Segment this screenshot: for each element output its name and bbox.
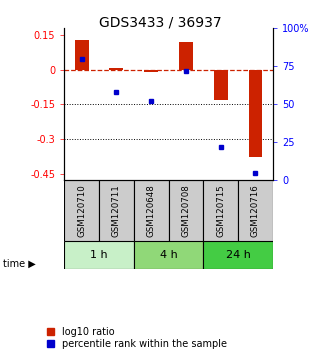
Text: GSM120715: GSM120715	[216, 184, 225, 237]
Text: 1 h: 1 h	[90, 250, 108, 260]
Bar	[248, 70, 262, 158]
Text: GDS3433 / 36937: GDS3433 / 36937	[99, 16, 222, 30]
Bar	[203, 241, 273, 269]
Bar	[169, 181, 203, 241]
Bar	[214, 70, 228, 100]
Text: GSM120710: GSM120710	[77, 184, 86, 237]
Text: 24 h: 24 h	[226, 250, 250, 260]
Text: time ▶: time ▶	[3, 259, 36, 269]
Bar	[64, 241, 134, 269]
Bar	[238, 181, 273, 241]
Bar	[203, 181, 238, 241]
Legend: log10 ratio, percentile rank within the sample: log10 ratio, percentile rank within the …	[47, 327, 227, 349]
Bar	[74, 40, 89, 70]
Text: GSM120708: GSM120708	[181, 184, 190, 237]
Text: 4 h: 4 h	[160, 250, 178, 260]
Text: GSM120648: GSM120648	[147, 184, 156, 237]
Bar	[144, 70, 158, 72]
Bar	[179, 42, 193, 70]
Bar	[109, 68, 123, 70]
Bar	[134, 181, 169, 241]
Text: GSM120716: GSM120716	[251, 184, 260, 237]
Bar	[64, 181, 99, 241]
Bar	[134, 241, 203, 269]
Text: GSM120711: GSM120711	[112, 184, 121, 237]
Bar	[99, 181, 134, 241]
